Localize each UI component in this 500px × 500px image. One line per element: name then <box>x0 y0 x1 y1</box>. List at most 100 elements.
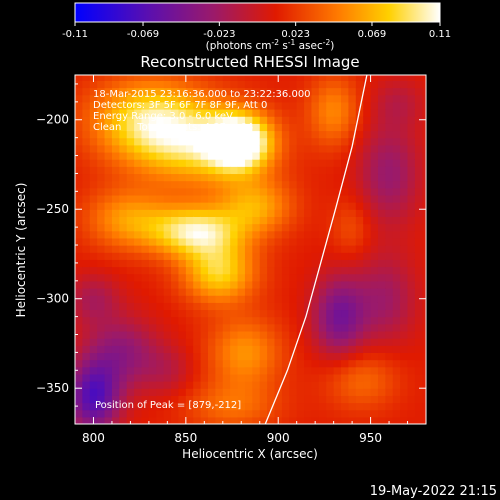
heatmap-cell <box>377 116 386 124</box>
heatmap-cell <box>326 330 335 339</box>
heatmap-cell <box>296 101 305 110</box>
heatmap-cell <box>148 230 157 239</box>
heatmap-cell <box>89 287 98 296</box>
heatmap-cell <box>370 316 379 325</box>
heatmap-cell <box>215 259 224 268</box>
heatmap-cell <box>156 223 165 232</box>
heatmap-cell <box>318 352 327 361</box>
heatmap-cell <box>304 116 313 124</box>
heatmap-cell <box>333 159 342 167</box>
heatmap-cell <box>289 280 298 289</box>
heatmap-cell <box>104 87 113 96</box>
heatmap-cell <box>230 245 239 253</box>
heatmap-cell <box>289 80 298 89</box>
heatmap-cell <box>148 223 157 232</box>
heatmap-cell <box>333 173 342 182</box>
heatmap-cell <box>422 166 426 175</box>
heatmap-cell <box>333 101 342 110</box>
heatmap-cell <box>392 101 401 110</box>
heatmap-cell <box>318 166 327 175</box>
heatmap-cell <box>141 87 150 96</box>
heatmap-cell <box>348 123 357 132</box>
heatmap-cell <box>141 159 150 167</box>
heatmap-cell <box>141 352 150 361</box>
heatmap-cell <box>148 366 157 375</box>
heatmap-cell <box>326 101 335 110</box>
heatmap-cell <box>200 359 209 368</box>
heatmap-cell <box>259 316 268 325</box>
heatmap-cell <box>215 366 224 375</box>
heatmap-cell <box>97 323 106 332</box>
heatmap-cell <box>193 252 202 260</box>
heatmap-cell <box>281 316 290 325</box>
heatmap-cell <box>370 109 379 117</box>
heatmap-cell <box>377 295 386 303</box>
heatmap-cell <box>156 323 165 332</box>
heatmap-cell <box>355 316 364 325</box>
heatmap-cell <box>333 137 342 146</box>
heatmap-cell <box>97 230 106 239</box>
heatmap-cell <box>193 323 202 332</box>
heatmap-cell <box>363 388 372 396</box>
heatmap-cell <box>274 338 283 346</box>
heatmap-cell <box>148 395 157 404</box>
heatmap-cell <box>422 252 426 260</box>
heatmap-cell <box>111 373 120 382</box>
heatmap-cell <box>82 80 91 89</box>
colorbar-ticks: -0.11 -0.069 -0.023 0.023 0.069 0.11 <box>62 22 451 40</box>
heatmap-cell <box>333 180 342 189</box>
heatmap-cell <box>82 345 91 354</box>
heatmap-cell <box>363 230 372 239</box>
heatmap-cell <box>363 309 372 318</box>
heatmap-cell <box>274 123 283 132</box>
heatmap-cell <box>200 137 209 146</box>
heatmap-cell <box>163 123 172 132</box>
heatmap-cell <box>289 144 298 153</box>
heatmap-cell <box>318 395 327 404</box>
heatmap-cell <box>407 166 416 175</box>
heatmap-cell <box>126 166 135 175</box>
heatmap-cell <box>111 202 120 210</box>
heatmap-cell <box>281 245 290 253</box>
heatmap-cell <box>185 216 194 225</box>
heatmap-cell <box>422 381 426 389</box>
heatmap-cell <box>289 101 298 110</box>
heatmap-cell <box>89 166 98 175</box>
heatmap-cell <box>259 259 268 268</box>
heatmap-cell <box>163 137 172 146</box>
heatmap-cell <box>377 316 386 325</box>
heatmap-cell <box>304 302 313 311</box>
heatmap-cell <box>126 194 135 203</box>
heatmap-cell <box>326 252 335 260</box>
heatmap-cell <box>289 230 298 239</box>
heatmap-cell <box>156 130 165 139</box>
heatmap-cell <box>97 216 106 225</box>
heatmap-cell <box>141 330 150 339</box>
heatmap-cell <box>215 137 224 146</box>
heatmap-cell <box>414 302 423 311</box>
heatmap-cell <box>141 194 150 203</box>
heatmap-cell <box>222 409 231 418</box>
heatmap-cell <box>348 80 357 89</box>
heatmap-cell <box>326 173 335 182</box>
heatmap-cell <box>163 87 172 96</box>
heatmap-cell <box>407 216 416 225</box>
heatmap-cell <box>414 330 423 339</box>
heatmap-cell <box>185 309 194 318</box>
heatmap-cell <box>414 366 423 375</box>
heatmap-cell <box>111 330 120 339</box>
heatmap-cell <box>171 252 180 260</box>
heatmap-cell <box>163 388 172 396</box>
heatmap-cell <box>200 323 209 332</box>
heatmap-cell <box>156 330 165 339</box>
heatmap-cell <box>400 202 409 210</box>
heatmap-cell <box>281 416 290 424</box>
heatmap-cell <box>333 230 342 239</box>
heatmap-cell <box>215 223 224 232</box>
heatmap-cell <box>215 273 224 282</box>
y-tick-label: −250 <box>36 202 69 216</box>
heatmap-cell <box>148 137 157 146</box>
heatmap-cell <box>407 230 416 239</box>
heatmap-cell <box>75 87 83 96</box>
heatmap-cell <box>141 101 150 110</box>
